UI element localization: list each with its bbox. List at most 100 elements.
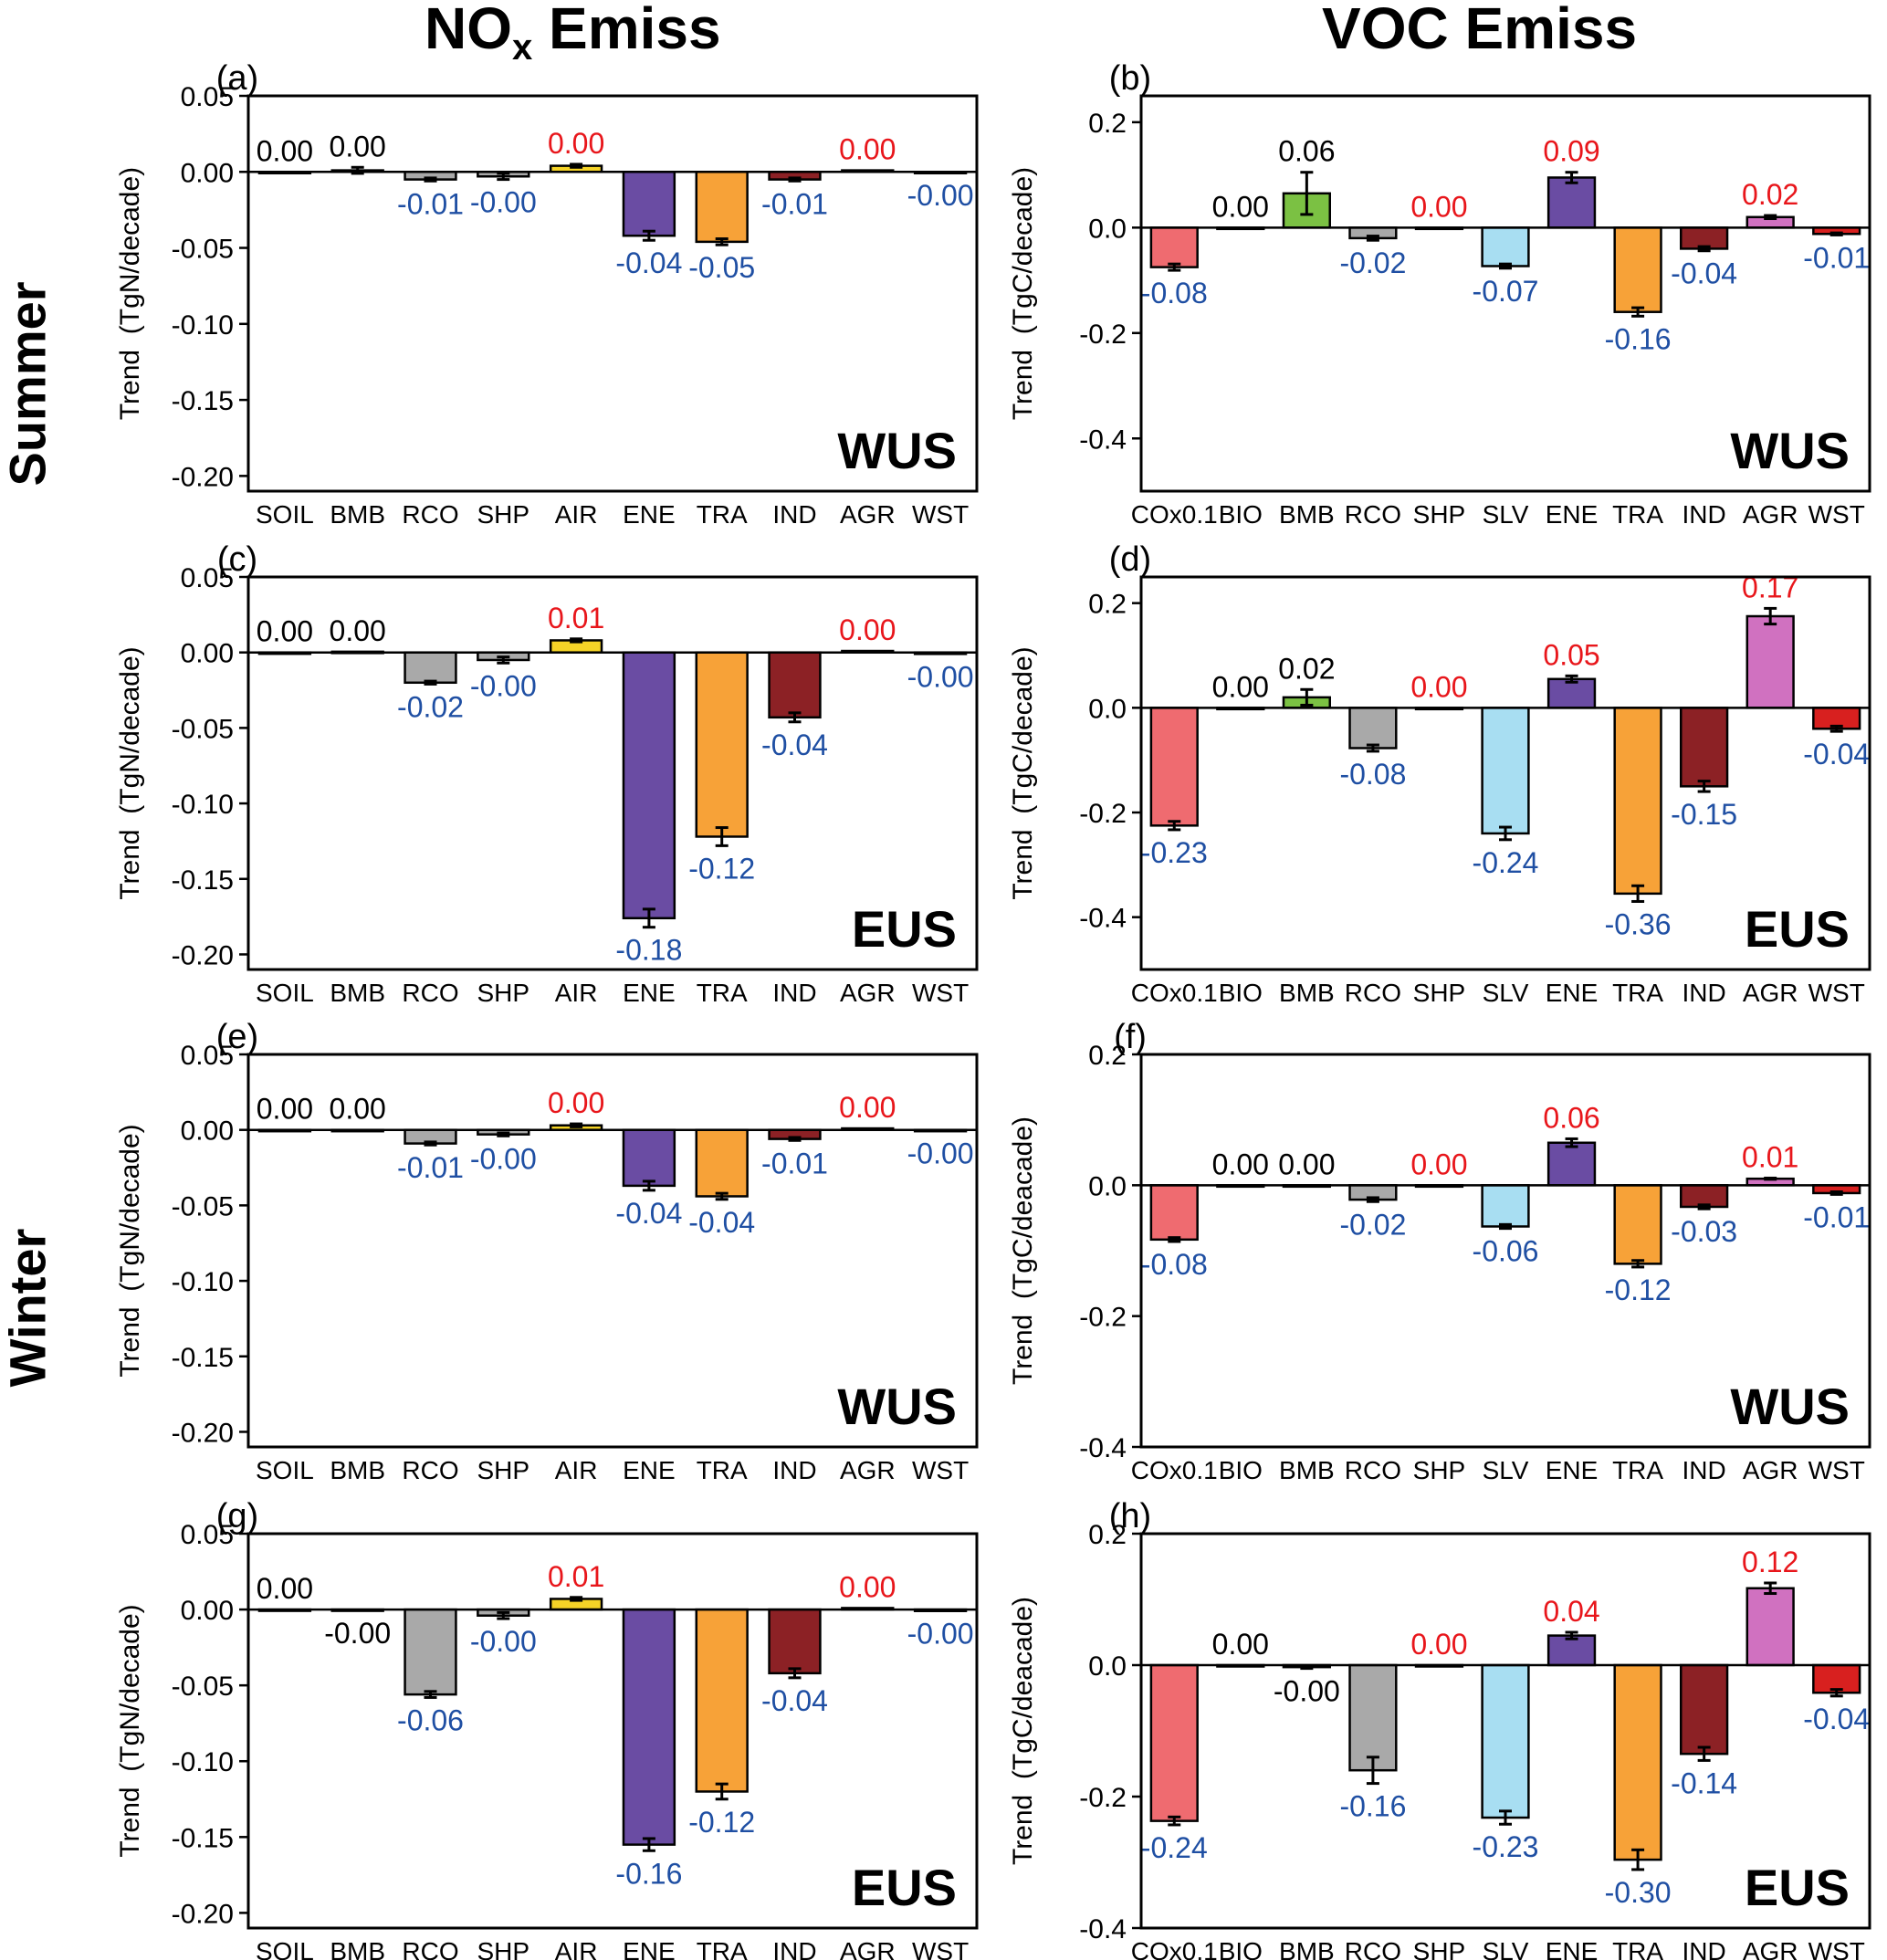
panel-d-value-label-4: 0.00 [1410,670,1467,703]
panel-a-bar-ene [622,171,676,237]
panel-b-xtick-label-7: TRA [1612,500,1663,529]
panel-b-value-label-3: -0.02 [1339,246,1406,279]
panel-d-plot-frame [1139,575,1871,971]
panel-a-ytick-label-3: -0.10 [172,310,234,341]
panel-c-value-label-0: 0.00 [257,615,313,648]
panel-d-value-label-0: -0.23 [1141,836,1208,869]
panel-b-bar-cox0.1 [1149,226,1199,268]
panel-f-xtick-label-2: BMB [1279,1456,1335,1484]
panel-h-bar-slv [1481,1663,1530,1819]
panel-g-value-label-3: -0.00 [470,1625,537,1658]
panel-c-xtick-label-4: AIR [555,979,598,1007]
panel-g-ytick-label-2: -0.05 [172,1672,234,1702]
panel-g-value-label-5: -0.16 [615,1857,682,1890]
panel-a-xtick-label-5: ENE [623,500,676,529]
panel-g-plot-frame [246,1532,979,1930]
panel-f-value-label-5: -0.06 [1473,1235,1539,1268]
panel-c-value-label-3: -0.00 [470,669,537,702]
panel-c-value-label-1: 0.00 [330,614,386,647]
panel-c-xtick-label-6: TRA [697,979,748,1007]
panel-h-value-label-8: -0.14 [1671,1766,1737,1799]
panel-h-bar-cox0.1 [1149,1663,1199,1822]
panel-e-ytick-label-4: -0.15 [172,1343,234,1373]
panel-a-ytick-label-5: -0.20 [172,462,234,492]
panel-f-plot-frame [1139,1053,1871,1449]
panel-b-xtick-label-9: AGR [1743,500,1798,529]
panel-c-bar-rco [404,651,457,685]
panel-h-xtick-label-8: IND [1683,1937,1726,1960]
panel-h-xtick-label-3: RCO [1345,1937,1401,1960]
panel-h-xtick-label-6: ENE [1546,1937,1599,1960]
panel-e-xtick-label-7: IND [772,1456,816,1484]
panel-h-bar-tra [1613,1663,1662,1861]
panel-h-xtick-label-2: BMB [1279,1937,1335,1960]
panel-b-xtick-label-0: COx0.1 [1131,500,1218,529]
panel-e-value-label-5: -0.04 [615,1197,682,1230]
panel-e-plot-frame [246,1053,979,1449]
panel-b-value-label-4: 0.00 [1410,190,1467,223]
panel-f-letter: (f) [1114,1018,1147,1056]
panel-e-ylabel: Trend (TgN/decade) [115,1124,145,1377]
panel-e-xtick-label-0: SOIL [256,1456,314,1484]
panel-f-xtick-label-3: RCO [1345,1456,1401,1484]
column-title-nox-main: NO [425,0,512,61]
panel-h-value-label-4: 0.00 [1410,1628,1467,1661]
panel-a-value-label-8: 0.00 [839,133,896,166]
panel-d-xtick-label-8: IND [1683,979,1726,1007]
panel-a-xtick-label-2: RCO [402,500,458,529]
panel-f-value-label-2: 0.00 [1278,1148,1335,1180]
panel-f-value-label-4: 0.00 [1410,1148,1467,1180]
panel-e-ytick-label-2: -0.05 [172,1191,234,1221]
panel-f-ytick-label-0: 0.2 [1088,1041,1127,1071]
panel-a-ytick-label-0: 0.05 [181,82,234,112]
panel-a-value-label-7: -0.01 [761,187,828,220]
panel-a-ytick-label-1: 0.00 [181,158,234,188]
panel-b-value-label-8: -0.04 [1671,257,1737,290]
panel-d-xtick-label-0: COx0.1 [1131,979,1218,1007]
panel-h-value-label-5: -0.23 [1473,1830,1539,1863]
panel-d-bar-agr [1745,614,1795,709]
panel-f-bar-cox0.1 [1149,1184,1199,1242]
panel-h-region-label: EUS [1745,1859,1850,1916]
panel-f-xtick-label-9: AGR [1743,1456,1798,1484]
panel-e-ytick-label-0: 0.05 [181,1041,234,1071]
panel-e-value-label-8: 0.00 [839,1091,896,1124]
panel-f-value-label-3: -0.02 [1339,1208,1406,1241]
panel-c-value-label-7: -0.04 [761,728,828,761]
panel-c-ytick-label-4: -0.15 [172,865,234,896]
panel-g-value-label-2: -0.06 [397,1703,464,1736]
panel-g-ylabel: Trend (TgN/decade) [115,1604,145,1857]
panel-b-bar-tra [1613,226,1662,313]
panel-h-value-label-2: -0.00 [1274,1675,1340,1708]
panel-b-xtick-label-1: BIO [1219,500,1263,529]
panel-b-xtick-label-2: BMB [1279,500,1335,529]
panel-a-bar-tra [695,171,749,244]
panel-d-value-label-7: -0.36 [1605,907,1672,940]
panel-a-ylabel: Trend (TgN/decade) [115,167,145,420]
panel-g-ytick-label-0: 0.05 [181,1520,234,1550]
panel-a-ytick-label-2: -0.05 [172,235,234,265]
panel-h-ytick-label-3: -0.4 [1079,1914,1127,1944]
column-title-voc: VOC Emiss [1322,0,1638,61]
panel-h-bar-ind [1679,1663,1729,1756]
panel-c-bar-ind [768,651,822,719]
panel-c-ytick-label-3: -0.10 [172,790,234,820]
panel-c-xtick-label-0: SOIL [256,979,314,1007]
panel-d-ytick-label-1: 0.0 [1088,694,1127,724]
panel-h-xtick-label-10: WST [1808,1937,1865,1960]
panel-h-xtick-label-1: BIO [1219,1937,1263,1960]
panel-f-xtick-label-6: ENE [1546,1456,1599,1484]
panel-c-value-label-9: -0.00 [907,660,974,693]
panel-f-value-label-8: -0.03 [1671,1215,1737,1248]
panel-d-xtick-label-3: RCO [1345,979,1401,1007]
panel-f-value-label-0: -0.08 [1141,1248,1208,1281]
panel-d-xtick-label-6: ENE [1546,979,1599,1007]
panel-d-value-label-8: -0.15 [1671,798,1737,831]
panel-c-ylabel: Trend (TgN/decade) [115,646,145,899]
panel-f-ytick-label-2: -0.2 [1079,1303,1127,1333]
panel-a-plot-frame [246,94,979,493]
panel-a-value-label-1: 0.00 [330,130,386,162]
panel-g-value-label-1: -0.00 [324,1617,391,1650]
panel-h-xtick-label-5: SLV [1483,1937,1529,1960]
panel-d-xtick-label-7: TRA [1612,979,1663,1007]
